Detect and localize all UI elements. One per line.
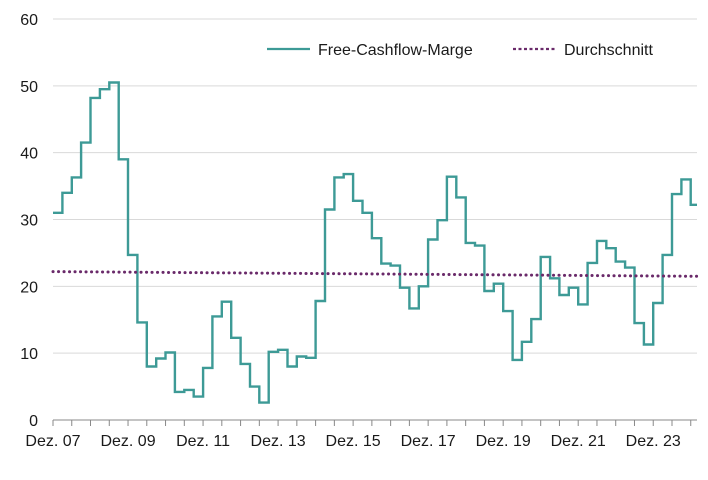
y-axis-tick-labels: 0 10 20 30 40 50 60 — [20, 12, 38, 430]
y-tick-label: 20 — [20, 279, 38, 296]
series-line-free-cashflow-marge — [53, 81, 697, 404]
x-tick-label: Dez. 13 — [251, 433, 306, 450]
y-tick-label: 10 — [20, 346, 38, 363]
legend-label-durchschnitt: Durchschnitt — [564, 42, 653, 59]
x-tick-label: Dez. 07 — [25, 433, 80, 450]
y-tick-label: 30 — [20, 213, 38, 230]
x-tick-label: Dez. 15 — [326, 433, 381, 450]
x-tick-label: Dez. 21 — [551, 433, 606, 450]
x-axis-ticks: Dez. 07 Dez. 09 Dez. 11 Dez. 13 Dez. 15 Dez. … — [25, 420, 692, 450]
x-tick-label: Dez. 11 — [176, 433, 230, 450]
legend: Free-Cashflow-Marge Durchschnitt — [267, 42, 653, 59]
y-tick-label: 40 — [20, 146, 38, 163]
y-tick-label: 60 — [20, 12, 38, 29]
x-tick-label: Dez. 17 — [401, 433, 456, 450]
series-layer — [51, 81, 699, 404]
legend-label-free-cashflow-marge: Free-Cashflow-Marge — [318, 42, 473, 59]
y-tick-label: 0 — [29, 413, 38, 430]
grid-lines — [53, 18, 697, 354]
x-tick-label: Dez. 19 — [476, 433, 531, 450]
x-tick-label: Dez. 09 — [100, 433, 155, 450]
y-tick-label: 50 — [20, 79, 38, 96]
series-line-durchschnitt — [51, 270, 699, 278]
x-tick-label: Dez. 23 — [626, 433, 681, 450]
